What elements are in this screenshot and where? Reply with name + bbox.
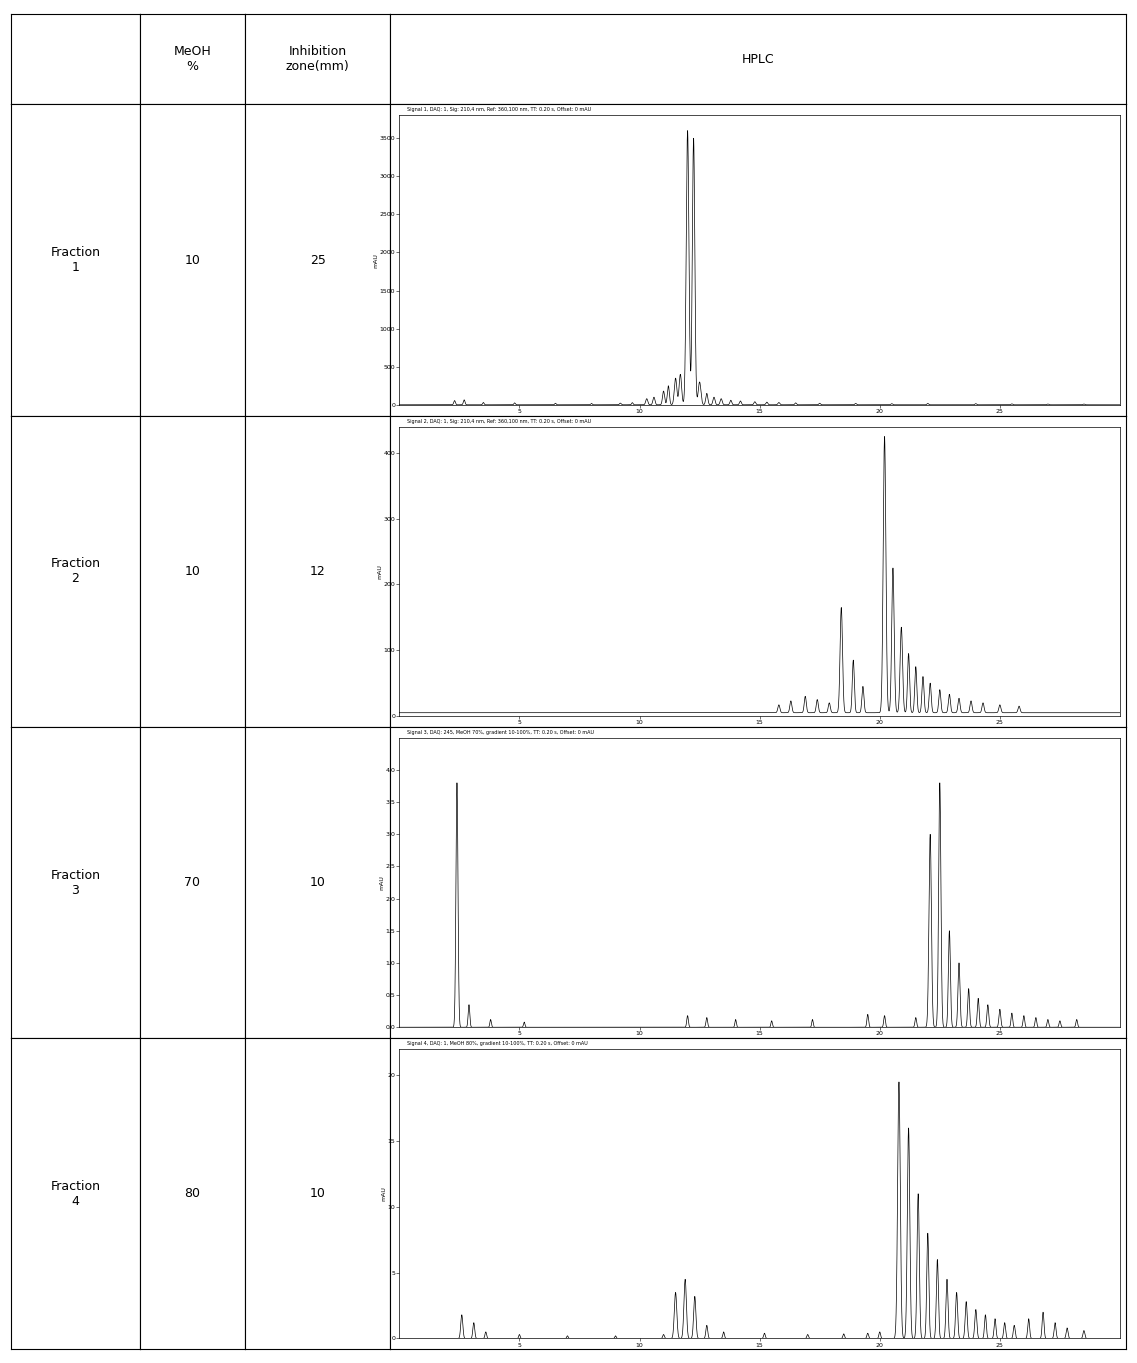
Y-axis label: mAU: mAU [379, 875, 384, 890]
Text: 10: 10 [184, 564, 200, 578]
Text: 12: 12 [310, 564, 325, 578]
Text: Signal 3, DAQ: 245, MeOH 70%, gradient 10-100%, TT: 0.20 s, Offset: 0 mAU: Signal 3, DAQ: 245, MeOH 70%, gradient 1… [407, 731, 594, 735]
Text: 25: 25 [310, 254, 325, 267]
Text: 80: 80 [184, 1187, 200, 1201]
Text: 10: 10 [184, 254, 200, 267]
Text: Signal 4, DAQ: 1, MeOH 80%, gradient 10-100%, TT: 0.20 s, Offset: 0 mAU: Signal 4, DAQ: 1, MeOH 80%, gradient 10-… [407, 1041, 588, 1047]
Text: 10: 10 [310, 1187, 325, 1201]
Text: Signal 2, DAQ: 1, Sig: 210,4 nm, Ref: 360,100 nm, TT: 0.20 s, Offset: 0 mAU: Signal 2, DAQ: 1, Sig: 210,4 nm, Ref: 36… [407, 418, 590, 424]
Text: Inhibition
zone(mm): Inhibition zone(mm) [285, 45, 350, 74]
Y-axis label: mAU: mAU [381, 1186, 385, 1201]
Text: Fraction
1: Fraction 1 [50, 247, 100, 274]
Text: Signal 1, DAQ: 1, Sig: 210,4 nm, Ref: 360,100 nm, TT: 0.20 s, Offset: 0 mAU: Signal 1, DAQ: 1, Sig: 210,4 nm, Ref: 36… [407, 108, 590, 113]
Text: HPLC: HPLC [741, 53, 774, 65]
Text: 10: 10 [310, 876, 325, 889]
Text: 70: 70 [184, 876, 200, 889]
Text: Fraction
2: Fraction 2 [50, 557, 100, 585]
Y-axis label: mAU: mAU [377, 564, 382, 579]
Y-axis label: mAU: mAU [373, 252, 379, 267]
Text: Fraction
4: Fraction 4 [50, 1180, 100, 1208]
Text: Fraction
3: Fraction 3 [50, 868, 100, 897]
Text: MeOH
%: MeOH % [174, 45, 211, 74]
